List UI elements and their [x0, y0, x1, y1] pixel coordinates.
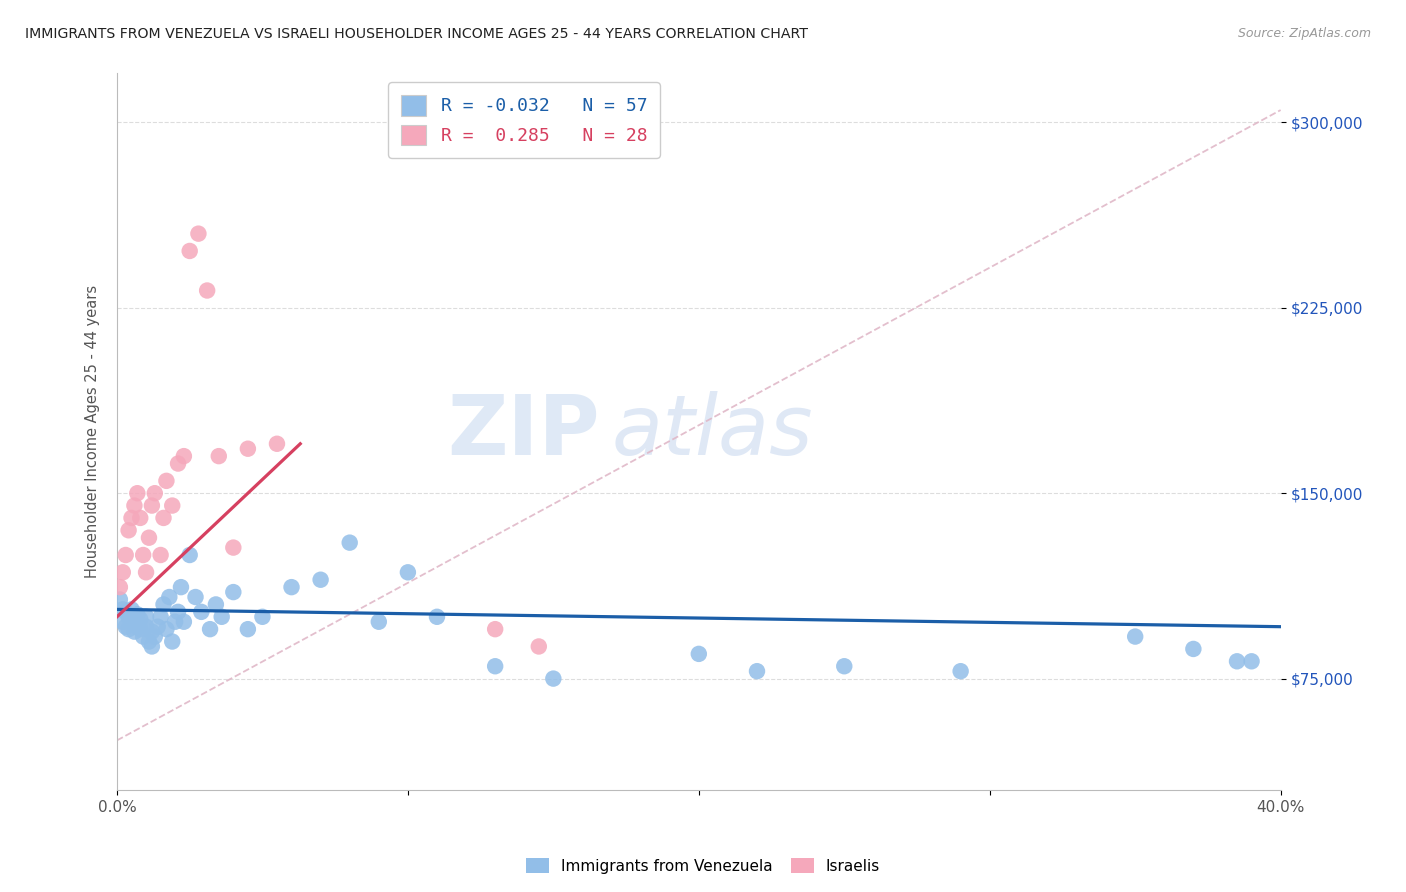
Point: [205, 598, 228, 612]
Point: [190, 605, 212, 619]
Point: [129, 612, 152, 626]
Point: [121, 602, 143, 616]
Point: [135, 566, 157, 580]
Point: [121, 511, 143, 525]
Point: [280, 580, 302, 594]
Text: ZIP: ZIP: [447, 391, 600, 472]
Point: [339, 535, 361, 549]
Point: [484, 659, 506, 673]
Point: [138, 531, 160, 545]
Point: [1240, 654, 1263, 668]
Point: [179, 548, 201, 562]
Point: [129, 622, 152, 636]
Point: [198, 622, 221, 636]
Point: [949, 664, 972, 678]
Point: [114, 605, 136, 619]
Point: [108, 580, 131, 594]
Point: [167, 457, 190, 471]
Point: [111, 602, 134, 616]
Point: [1182, 642, 1205, 657]
Point: [184, 590, 207, 604]
Point: [121, 612, 143, 626]
Point: [543, 672, 565, 686]
Legend: R = -0.032   N = 57, R =  0.285   N = 28: R = -0.032 N = 57, R = 0.285 N = 28: [388, 82, 659, 158]
Point: [367, 615, 389, 629]
Point: [155, 622, 177, 636]
Point: [111, 615, 134, 629]
Point: [124, 615, 146, 629]
Point: [396, 566, 419, 580]
Point: [132, 548, 155, 562]
Point: [309, 573, 332, 587]
Point: [143, 630, 166, 644]
Point: [114, 620, 136, 634]
Point: [832, 659, 855, 673]
Point: [195, 284, 218, 298]
Point: [114, 548, 136, 562]
Point: [1226, 654, 1249, 668]
Point: [173, 615, 195, 629]
Point: [236, 442, 259, 456]
Point: [173, 449, 195, 463]
Point: [1123, 630, 1146, 644]
Legend: Immigrants from Venezuela, Israelis: Immigrants from Venezuela, Israelis: [520, 852, 886, 880]
Point: [143, 486, 166, 500]
Point: [127, 620, 149, 634]
Point: [111, 566, 134, 580]
Point: [127, 486, 149, 500]
Point: [252, 609, 274, 624]
Point: [162, 499, 184, 513]
Point: [165, 615, 187, 629]
Point: [146, 620, 169, 634]
Point: [152, 511, 174, 525]
Point: [222, 585, 245, 599]
Point: [688, 647, 710, 661]
Point: [155, 474, 177, 488]
Point: [157, 590, 180, 604]
Point: [167, 605, 190, 619]
Point: [179, 244, 201, 258]
Point: [266, 436, 288, 450]
Point: [426, 609, 449, 624]
Point: [108, 592, 131, 607]
Point: [127, 607, 149, 622]
Point: [138, 634, 160, 648]
Text: Source: ZipAtlas.com: Source: ZipAtlas.com: [1237, 27, 1371, 40]
Point: [117, 622, 139, 636]
Point: [135, 620, 157, 634]
Point: [135, 609, 157, 624]
Point: [149, 609, 172, 624]
Point: [187, 227, 209, 241]
Y-axis label: Householder Income Ages 25 - 44 years: Householder Income Ages 25 - 44 years: [86, 285, 100, 578]
Point: [149, 548, 172, 562]
Point: [484, 622, 506, 636]
Point: [129, 511, 152, 525]
Point: [141, 640, 163, 654]
Point: [211, 609, 233, 624]
Point: [141, 624, 163, 639]
Point: [117, 609, 139, 624]
Text: IMMIGRANTS FROM VENEZUELA VS ISRAELI HOUSEHOLDER INCOME AGES 25 - 44 YEARS CORRE: IMMIGRANTS FROM VENEZUELA VS ISRAELI HOU…: [25, 27, 808, 41]
Point: [117, 523, 139, 537]
Point: [208, 449, 231, 463]
Point: [236, 622, 259, 636]
Point: [222, 541, 245, 555]
Text: atlas: atlas: [612, 391, 813, 472]
Point: [124, 624, 146, 639]
Point: [527, 640, 550, 654]
Point: [745, 664, 768, 678]
Point: [141, 499, 163, 513]
Point: [152, 598, 174, 612]
Point: [132, 630, 155, 644]
Point: [170, 580, 193, 594]
Point: [124, 499, 146, 513]
Point: [162, 634, 184, 648]
